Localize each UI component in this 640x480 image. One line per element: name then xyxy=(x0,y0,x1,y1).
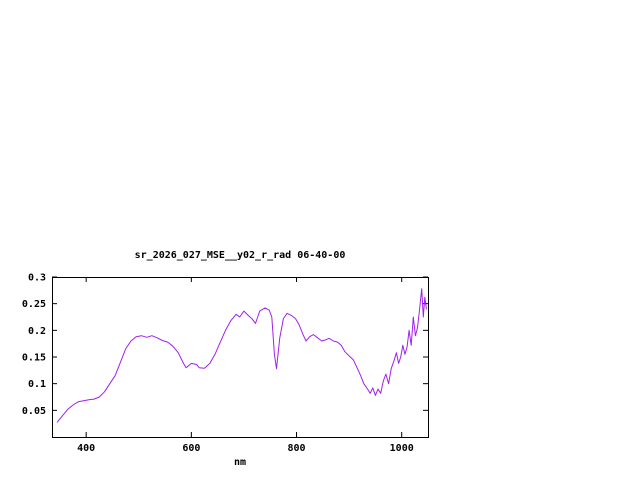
plot-border xyxy=(52,277,429,438)
y-tick-label: 0.2 xyxy=(28,326,46,337)
y-tick-label: 0.1 xyxy=(28,379,46,390)
spectrum-line xyxy=(56,288,427,423)
y-tick-label: 0.25 xyxy=(22,299,46,310)
chart-title: sr_2026_027_MSE__y02_r_rad 06-40-00 xyxy=(134,250,346,261)
y-tick-label: 0.15 xyxy=(22,353,46,364)
x-tick-label: 1000 xyxy=(390,443,414,454)
x-tick-label: 400 xyxy=(77,443,95,454)
y-tick-label: 0.3 xyxy=(28,273,46,284)
y-tick-label: 0.05 xyxy=(22,406,46,417)
x-tick-label: 600 xyxy=(182,443,200,454)
x-axis-label: nm xyxy=(233,457,247,468)
x-tick-label: 800 xyxy=(288,443,306,454)
